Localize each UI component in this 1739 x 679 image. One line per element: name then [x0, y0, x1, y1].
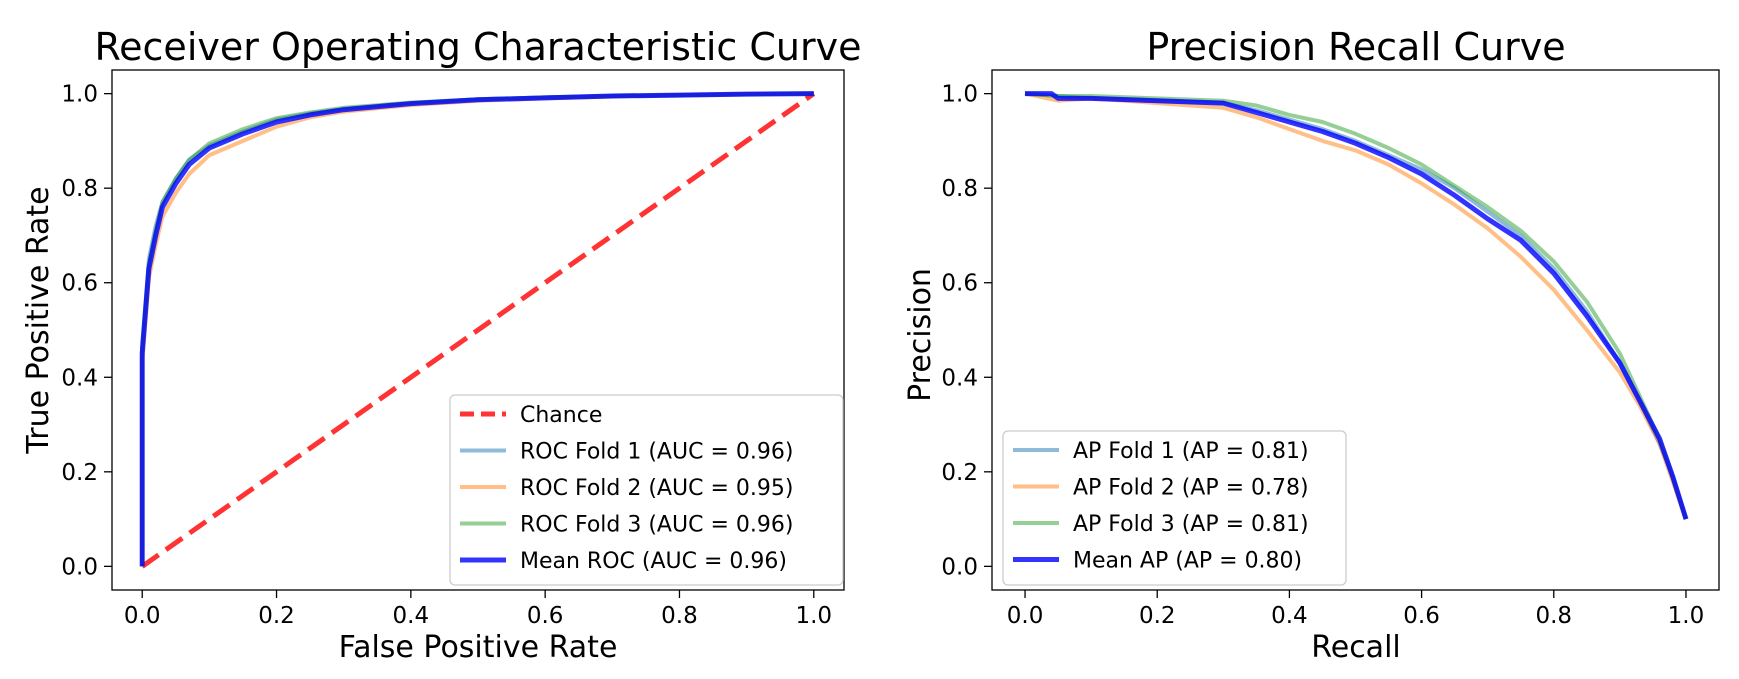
roc-legend: Chance ROC Fold 1 (AUC = 0.96) ROC Fold 2 … — [449, 394, 844, 586]
pr-legend-label: AP Fold 3 (AP = 0.81) — [1073, 512, 1309, 537]
pr-y-tick-label: 0.8 — [941, 176, 978, 202]
pr-x-tick-label: 0.2 — [1139, 603, 1176, 629]
pr-legend: AP Fold 1 (AP = 0.81) AP Fold 2 (AP = 0.7… — [1002, 430, 1347, 586]
pr-legend-label: Mean AP (AP = 0.80) — [1073, 549, 1302, 574]
pr-chart: Precision Recall Curve 0.0 0.2 0.4 0.6 0.8 1.… — [903, 25, 1720, 665]
pr-y-axis-label: Precision — [903, 268, 938, 402]
pr-plot-area: 0.0 0.2 0.4 0.6 0.8 1.0 0.0 0.2 0.4 0.6 0.8 1.0 — [941, 69, 1720, 629]
roc-x-axis-label: False Positive Rate — [339, 630, 618, 665]
pr-legend-label: AP Fold 2 (AP = 0.78) — [1073, 476, 1309, 501]
pr-x-axis-label: Recall — [1311, 630, 1401, 665]
roc-chart-title: Receiver Operating Characteristic Curve — [94, 25, 861, 69]
pr-y-tick-label: 1.0 — [941, 82, 978, 108]
pr-x-tick-label: 0.6 — [1403, 603, 1440, 629]
pr-legend-box — [1002, 430, 1347, 586]
pr-y-tick-label: 0.2 — [941, 460, 978, 486]
pr-y-tick-label: 0.0 — [941, 554, 978, 580]
roc-legend-label: Mean ROC (AUC = 0.96) — [520, 549, 787, 574]
roc-x-tick-label: 0.6 — [527, 603, 564, 629]
roc-chance-line — [140, 91, 816, 569]
roc-legend-label: ROC Fold 3 (AUC = 0.96) — [520, 513, 793, 538]
roc-legend-box — [449, 394, 844, 586]
roc-x-tick-label: 0.8 — [661, 603, 698, 629]
roc-y-tick-label: 0.2 — [61, 460, 98, 486]
roc-y-axis-label: True Positive Rate — [21, 186, 56, 454]
pr-axes-frame — [991, 69, 1720, 591]
pr-x-tick-label: 0.0 — [1007, 603, 1044, 629]
roc-x-tick-label: 0.0 — [124, 603, 161, 629]
roc-legend-label: ROC Fold 2 (AUC = 0.95) — [520, 476, 793, 501]
roc-y-tick-label: 1.0 — [61, 82, 98, 108]
pr-x-tick-label: 0.4 — [1271, 603, 1308, 629]
pr-y-tick-label: 0.4 — [941, 365, 978, 391]
pr-chart-title: Precision Recall Curve — [1146, 25, 1565, 69]
roc-x-tick-label: 0.2 — [258, 603, 295, 629]
roc-y-tick-label: 0.6 — [61, 271, 98, 297]
roc-y-tick-label: 0.0 — [61, 554, 98, 580]
roc-x-tick-label: 0.4 — [393, 603, 430, 629]
roc-legend-label: Chance — [520, 403, 602, 428]
pr-fold-1-curve — [1024, 91, 1688, 520]
roc-legend-label: ROC Fold 1 (AUC = 0.96) — [520, 440, 793, 465]
pr-legend-label: AP Fold 1 (AP = 0.81) — [1073, 439, 1309, 464]
roc-chart: Receiver Operating Characteristic Curve … — [21, 25, 862, 665]
roc-plot-area: 0.0 0.2 0.4 0.6 0.8 1.0 0.0 0.2 0.4 0.6 0.8 1.0 — [61, 69, 845, 629]
roc-x-tick-label: 1.0 — [795, 603, 832, 629]
pr-x-tick-label: 1.0 — [1668, 603, 1705, 629]
pr-x-tick-label: 0.8 — [1535, 603, 1572, 629]
pr-y-tick-label: 0.6 — [941, 271, 978, 297]
roc-y-tick-label: 0.4 — [61, 365, 98, 391]
pr-mean-curve — [1025, 91, 1689, 520]
roc-y-tick-label: 0.8 — [61, 176, 98, 202]
roc-mean-curve — [139, 91, 814, 567]
roc-axes-frame — [111, 69, 845, 591]
